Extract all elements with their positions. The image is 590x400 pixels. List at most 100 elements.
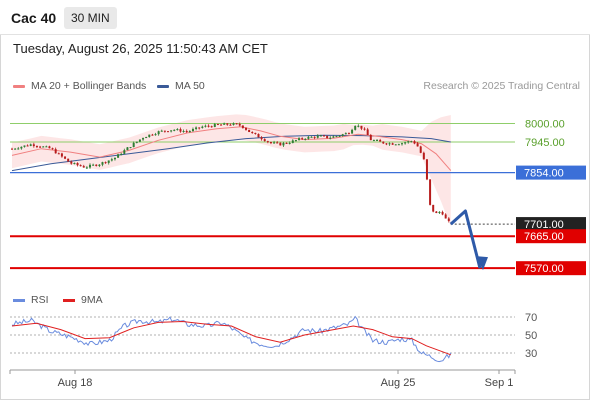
candle (257, 133, 260, 138)
candle (323, 134, 325, 137)
x-tick-label: Aug 25 (381, 377, 416, 389)
candle (51, 147, 54, 150)
candle (372, 139, 375, 142)
candle-body (179, 129, 182, 132)
ma50-line (11, 134, 451, 172)
candle (95, 164, 98, 167)
candle-body (263, 139, 266, 142)
candle-body (35, 146, 38, 148)
candle-body (238, 123, 241, 126)
candle-body (316, 135, 319, 138)
candle-body (301, 138, 304, 140)
candle (129, 147, 132, 149)
level-label-text: 7854.00 (524, 168, 564, 180)
candle (182, 129, 185, 133)
candle (135, 141, 138, 144)
candle (241, 125, 244, 129)
candle-body (142, 138, 145, 140)
candle (388, 142, 391, 146)
candle (23, 145, 26, 148)
candle-body (198, 127, 201, 129)
candle-body (70, 161, 73, 164)
candle (73, 162, 76, 165)
candle-body (344, 133, 347, 135)
candle (173, 129, 176, 132)
rsi-line (11, 315, 452, 363)
candle (148, 134, 151, 138)
candle-body (76, 163, 79, 166)
bollinger-band (12, 114, 451, 227)
candle-body (73, 163, 76, 165)
candle (32, 142, 35, 148)
candle (35, 145, 38, 149)
timeframe-button[interactable]: 30 MIN (64, 7, 117, 29)
candle-body (14, 148, 17, 150)
candle (260, 136, 263, 141)
candle-body (201, 126, 204, 128)
candle (310, 136, 313, 138)
instrument-name: Cac 40 (11, 10, 57, 26)
candle-body (354, 125, 357, 130)
candle-body (257, 133, 260, 138)
candle (410, 140, 413, 143)
projection-arrow-head (476, 256, 488, 271)
candle (401, 142, 403, 146)
candle (429, 179, 432, 206)
candle (176, 128, 179, 131)
candle (85, 166, 88, 169)
level-label-bg (516, 261, 586, 276)
candle-body (85, 167, 88, 169)
candle-body (126, 147, 129, 151)
candle-body (397, 144, 400, 146)
candle-body (245, 127, 247, 130)
candle-body (338, 135, 341, 137)
candle-body (282, 142, 285, 146)
level-label-text: 7701.00 (524, 219, 564, 231)
candle (447, 217, 450, 223)
candle-body (145, 137, 148, 139)
candle-body (79, 165, 82, 167)
candle-body (391, 143, 394, 145)
candle-body (229, 124, 232, 126)
level-label-4: 7665.00 (516, 229, 586, 244)
candle-body (223, 123, 226, 125)
candle (279, 142, 282, 146)
candle (142, 137, 145, 141)
candle-body (394, 144, 397, 146)
candle (422, 151, 425, 160)
candle (29, 143, 32, 147)
candle (238, 122, 241, 127)
candle-body (89, 164, 91, 168)
candle (288, 141, 291, 145)
candle-body (17, 148, 20, 150)
candle-body (182, 131, 185, 133)
legend-ma50-label: MA 50 (175, 80, 205, 92)
candle (385, 142, 388, 146)
candle (179, 127, 182, 133)
candle (335, 135, 338, 138)
candle-body (104, 162, 107, 164)
candle (376, 139, 379, 142)
candle-body (269, 141, 272, 144)
candle-body (407, 141, 410, 143)
candle-body (57, 153, 60, 155)
candle-body (173, 129, 176, 131)
ma50-swatch (157, 84, 169, 88)
candle (407, 140, 410, 144)
candle (273, 140, 276, 144)
candle (245, 127, 247, 131)
candle (48, 145, 51, 149)
candle-body (54, 149, 57, 154)
candle (64, 156, 67, 160)
candle (185, 129, 188, 134)
candle-body (220, 124, 223, 126)
candle-body (432, 204, 435, 212)
candle (89, 163, 91, 169)
candle (354, 125, 357, 131)
candle (394, 144, 397, 146)
candle (254, 132, 257, 135)
level-label-bg (516, 229, 586, 244)
candle-body (11, 148, 13, 150)
candle-body (235, 123, 238, 125)
